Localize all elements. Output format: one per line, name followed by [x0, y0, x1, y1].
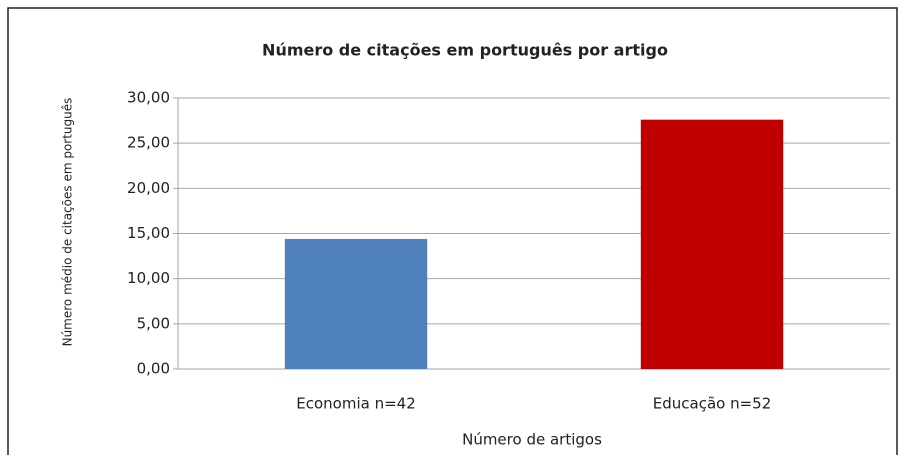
- y-tick-label: 5,00: [137, 314, 170, 332]
- y-tick-label: 20,00: [127, 179, 170, 197]
- bar: [284, 238, 428, 369]
- x-axis-label: Número de artigos: [462, 431, 602, 449]
- x-tick-label: Economia n=42: [296, 395, 416, 413]
- x-tick-label: Educação n=52: [653, 395, 772, 413]
- y-tick-label: 10,00: [127, 269, 170, 287]
- y-tick-label: 30,00: [127, 89, 170, 107]
- bar: [640, 119, 784, 370]
- y-tick-label: 15,00: [127, 224, 170, 242]
- y-tick-label: 0,00: [137, 360, 170, 378]
- y-tick-label: 25,00: [127, 134, 170, 152]
- chart-title: Número de citações em português por arti…: [262, 41, 668, 60]
- y-axis-label: Número médio de citações em português: [61, 98, 75, 347]
